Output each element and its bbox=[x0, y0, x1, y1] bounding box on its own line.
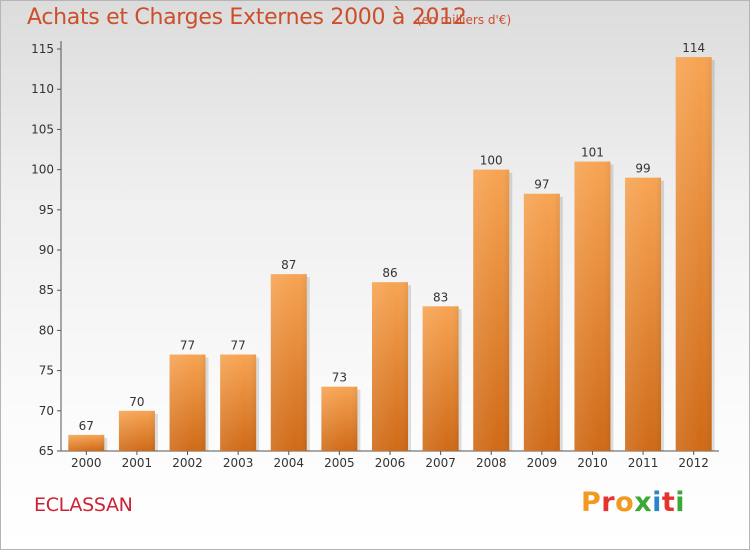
x-tick-label: 2007 bbox=[425, 456, 456, 470]
bar-highlight bbox=[473, 169, 510, 452]
logo-letter: i bbox=[652, 487, 662, 518]
y-tick-label: 65 bbox=[39, 444, 54, 458]
y-tick-label: 70 bbox=[39, 404, 54, 418]
bar-value-label: 77 bbox=[231, 339, 246, 353]
x-tick-label: 2002 bbox=[172, 456, 203, 470]
y-tick-label: 75 bbox=[39, 364, 54, 378]
bar-value-label: 100 bbox=[480, 154, 503, 168]
bar-highlight bbox=[574, 161, 611, 451]
y-tick-label: 100 bbox=[31, 163, 54, 177]
bar-highlight bbox=[169, 354, 206, 451]
y-tick-label: 85 bbox=[39, 283, 54, 297]
x-tick-label: 2001 bbox=[122, 456, 153, 470]
x-tick-label: 2012 bbox=[678, 456, 709, 470]
bar-value-label: 86 bbox=[382, 266, 397, 280]
bar-value-label: 83 bbox=[433, 290, 448, 304]
bar-highlight bbox=[270, 274, 307, 451]
bar-value-label: 77 bbox=[180, 339, 195, 353]
logo-letter: o bbox=[615, 487, 635, 518]
logo-letter: t bbox=[661, 487, 676, 518]
chart-title: Achats et Charges Externes 2000 à 2012 bbox=[27, 5, 467, 30]
bar-highlight bbox=[523, 193, 560, 451]
bar-value-label: 87 bbox=[281, 258, 296, 272]
x-tick-label: 2011 bbox=[628, 456, 659, 470]
x-tick-label: 2005 bbox=[324, 456, 355, 470]
commune-name: ECLASSAN bbox=[34, 494, 133, 516]
bar-value-label: 101 bbox=[581, 146, 604, 160]
bar-highlight bbox=[220, 354, 257, 451]
bar-highlight bbox=[68, 434, 105, 451]
bar-highlight bbox=[321, 386, 358, 451]
x-tick-label: 2003 bbox=[223, 456, 254, 470]
y-tick-label: 80 bbox=[39, 323, 54, 337]
bar-value-label: 70 bbox=[129, 395, 144, 409]
chart-subtitle: (en milliers d'€) bbox=[417, 13, 512, 27]
bar-highlight bbox=[625, 177, 662, 451]
bar-highlight bbox=[675, 57, 712, 451]
x-tick-label: 2008 bbox=[476, 456, 507, 470]
bar-highlight bbox=[118, 410, 155, 451]
x-tick-label: 2009 bbox=[527, 456, 558, 470]
bar-value-label: 114 bbox=[682, 41, 705, 55]
proxiti-logo[interactable]: Proxiti bbox=[581, 487, 685, 518]
y-tick-label: 90 bbox=[39, 243, 54, 257]
bar-value-label: 97 bbox=[534, 178, 549, 192]
x-tick-label: 2000 bbox=[71, 456, 102, 470]
y-tick-label: 105 bbox=[31, 122, 54, 136]
logo-letter: r bbox=[601, 487, 616, 518]
y-tick-label: 115 bbox=[31, 42, 54, 56]
x-tick-label: 2010 bbox=[577, 456, 608, 470]
y-tick-label: 95 bbox=[39, 203, 54, 217]
bar-value-label: 67 bbox=[79, 419, 94, 433]
y-tick-label: 110 bbox=[31, 82, 54, 96]
x-tick-label: 2006 bbox=[375, 456, 406, 470]
logo-letter: x bbox=[634, 487, 653, 518]
logo-letter: P bbox=[581, 487, 602, 518]
bar-value-label: 73 bbox=[332, 371, 347, 385]
bar-highlight bbox=[422, 306, 459, 451]
x-tick-label: 2004 bbox=[273, 456, 304, 470]
bar-highlight bbox=[372, 282, 408, 451]
bar-value-label: 99 bbox=[635, 162, 650, 176]
logo-letter: i bbox=[675, 487, 686, 518]
